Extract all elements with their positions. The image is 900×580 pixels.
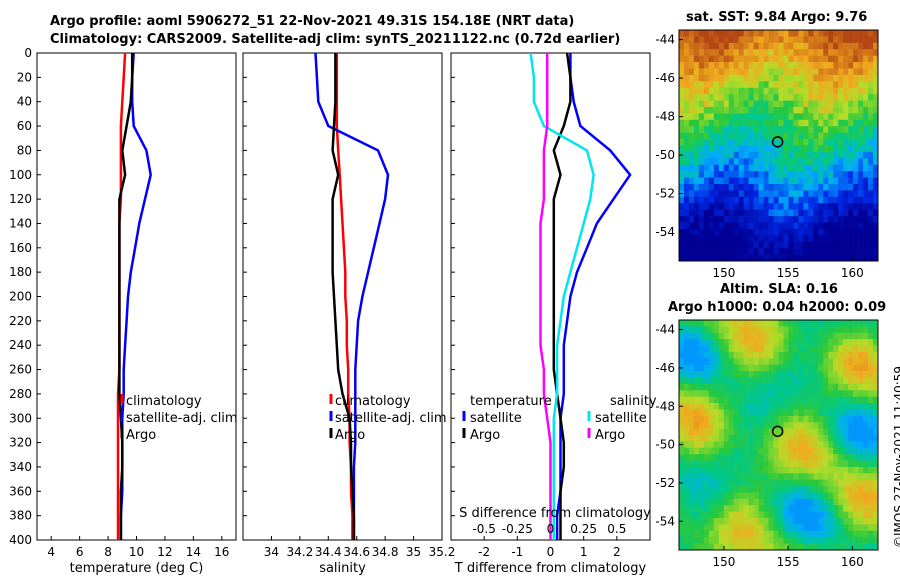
depth-tick-label: 300 [9, 411, 32, 425]
salinity-xtick-label: 34.2 [286, 545, 313, 559]
sst-xtick-label: 150 [712, 266, 735, 280]
depth-tick-label: 0 [24, 46, 32, 60]
difference-xtick-label: 1 [580, 545, 588, 559]
temperature-xtick-label: 4 [47, 545, 55, 559]
sdiff-axis-label: S difference from climatology [459, 506, 651, 521]
temperature-axes-box [36, 52, 237, 541]
sst-ytick-label: -50 [655, 148, 675, 162]
salinity-axes-box [242, 52, 443, 541]
depth-tick-label: 260 [9, 363, 32, 377]
sst-map-frame [678, 29, 879, 262]
sla-xtick-label: 160 [841, 555, 864, 569]
sst-map-title: sat. SST: 9.84 Argo: 9.76 [686, 10, 868, 25]
sla-xtick-label: 150 [712, 555, 735, 569]
sla-ytick-label: -52 [655, 476, 675, 490]
sst-ytick-label: -52 [655, 187, 675, 201]
depth-tick-label: 280 [9, 387, 32, 401]
salinity-xtick-label: 34 [264, 545, 279, 559]
sla-xtick-label: 155 [777, 555, 800, 569]
depth-tick-label: 20 [17, 70, 32, 84]
legend-label: satellite-adj. clim [335, 411, 447, 426]
sst-xtick-label: 160 [841, 266, 864, 280]
depth-tick-label: 120 [9, 192, 32, 206]
sla-map-title-line1: Altim. SLA: 0.16 [720, 282, 838, 297]
depth-tick-label: 380 [9, 509, 32, 523]
sla-map-frame [678, 319, 879, 551]
depth-tick-label: 320 [9, 436, 32, 450]
temperature-xtick-label: 8 [104, 545, 112, 559]
depth-tick-label: 80 [17, 143, 32, 157]
salinity-xtick-label: 35.2 [429, 545, 456, 559]
legend-label: Argo [595, 428, 625, 443]
sdiff-tick-label: -0.5 [472, 522, 495, 536]
temperature-xtick-label: 14 [186, 545, 201, 559]
depth-tick-label: 400 [9, 533, 32, 547]
sst-heatmap-grid [679, 30, 879, 262]
temperature-xtick-label: 16 [214, 545, 229, 559]
sla-ytick-label: -50 [655, 438, 675, 452]
temperature-xtick-label: 6 [76, 545, 84, 559]
salinity-xtick-label: 34.8 [372, 545, 399, 559]
legend-title-temperature: temperature [470, 394, 552, 409]
sla-heatmap-grid [679, 320, 879, 551]
series-line-s-satellite [529, 52, 595, 540]
sdiff-tick-label: 0 [547, 522, 555, 536]
series-line-t-satellite [555, 53, 632, 540]
sla-ytick-label: -44 [655, 323, 675, 337]
figure-title-line2: Climatology: CARS2009. Satellite-adj cli… [50, 32, 621, 47]
depth-tick-label: 340 [9, 460, 32, 474]
difference-xtick-label: -2 [478, 545, 490, 559]
legend-label: satellite [470, 411, 522, 426]
legend-title-salinity: salinity [610, 394, 657, 409]
depth-tick-label: 200 [9, 290, 32, 304]
sst-ytick-label: -54 [655, 225, 675, 239]
legend-label: climatology [335, 394, 411, 409]
salinity-xtick-label: 34.4 [315, 545, 342, 559]
series-line-argo [118, 53, 134, 540]
sla-map-title-line2: Argo h1000: 0.04 h2000: 0.09 [668, 300, 887, 315]
sla-ytick-label: -48 [655, 399, 675, 413]
salinity-xtick-label: 34.6 [343, 545, 370, 559]
sdiff-tick-label: 0.25 [570, 522, 597, 536]
depth-tick-label: 180 [9, 265, 32, 279]
series-line-satellite-adj.-clim [314, 52, 390, 540]
depth-tick-label: 40 [17, 95, 32, 109]
sla-ytick-label: -46 [655, 361, 675, 375]
depth-tick-label: 140 [9, 216, 32, 230]
sla-argo-location-marker [771, 425, 784, 438]
depth-tick-label: 360 [9, 484, 32, 498]
salinity-xlabel: salinity [319, 561, 366, 576]
depth-tick-label: 220 [9, 314, 32, 328]
figure-title-line1: Argo profile: aoml 5906272_51 22-Nov-202… [50, 14, 575, 29]
difference-xlabel: T difference from climatology [454, 561, 647, 576]
sdiff-tick-label: -0.25 [502, 522, 533, 536]
temperature-xtick-label: 12 [157, 545, 172, 559]
sst-xtick-label: 155 [777, 266, 800, 280]
depth-tick-label: 160 [9, 241, 32, 255]
salinity-xtick-label: 35 [406, 545, 421, 559]
depth-tick-label: 100 [9, 168, 32, 182]
legend-label: climatology [126, 394, 202, 409]
depth-tick-label: 60 [17, 119, 32, 133]
sst-ytick-label: -48 [655, 110, 675, 124]
sst-ytick-label: -44 [655, 33, 675, 47]
sst-argo-location-marker [771, 136, 784, 148]
sla-ytick-label: -54 [655, 514, 675, 528]
series-line-s-argo [539, 53, 552, 540]
legend-label: satellite [595, 411, 647, 426]
difference-xtick-label: -1 [511, 545, 523, 559]
series-line-argo [331, 53, 356, 540]
legend-label: Argo [126, 428, 156, 443]
depth-tick-label: 240 [9, 338, 32, 352]
difference-xtick-label: 2 [613, 545, 621, 559]
difference-xtick-label: 0 [547, 545, 555, 559]
legend-label: Argo [470, 428, 500, 443]
legend-label: Argo [335, 428, 365, 443]
sst-ytick-label: -46 [655, 71, 675, 85]
legend-label: satellite-adj. clim [126, 411, 238, 426]
temperature-xlabel: temperature (deg C) [70, 561, 204, 576]
sdiff-tick-label: 0.5 [607, 522, 626, 536]
temperature-xtick-label: 10 [129, 545, 144, 559]
